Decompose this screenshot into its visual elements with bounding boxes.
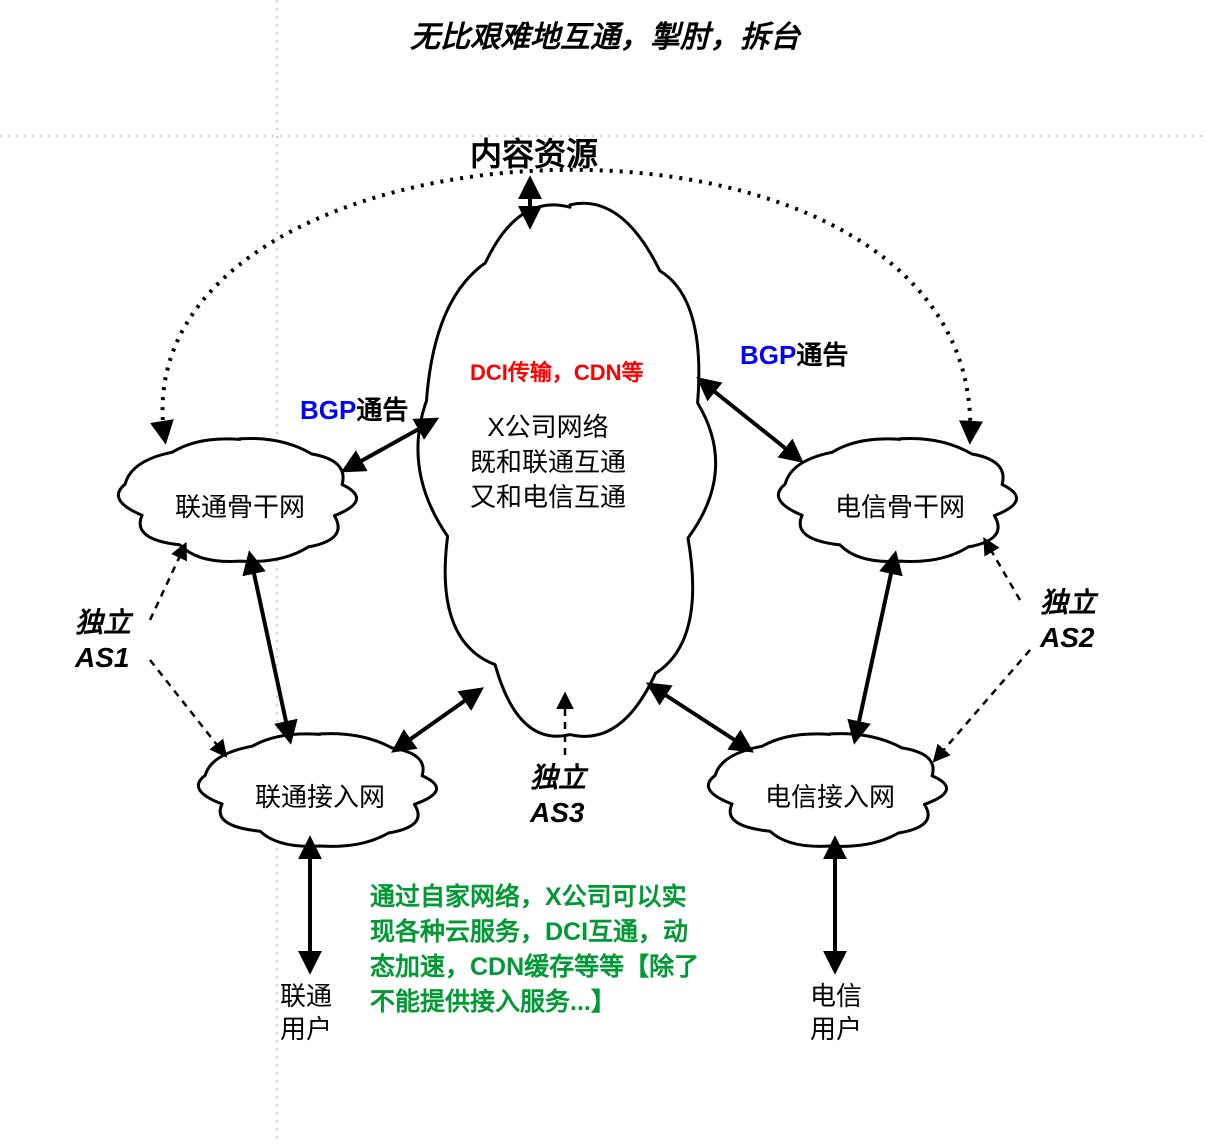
center-main-label: X公司网络 既和联通互通 又和电信互通 <box>470 410 626 515</box>
unicom-user-label: 联通 用户 <box>280 980 332 1045</box>
arrow-dashed <box>150 545 185 620</box>
arrow-solid <box>250 555 290 740</box>
as1-label: 独立 AS1 <box>75 605 131 675</box>
bgp-left-label: BGP通告 <box>300 395 408 426</box>
arrow-dashed <box>150 660 225 755</box>
arrow-dashed <box>985 540 1020 600</box>
green-note: 通过自家网络，X公司可以实 现各种云服务，DCI互通，动 态加速，CDN缓存等等… <box>370 880 699 1020</box>
title-label: 无比艰难地互通，掣肘，拆台 <box>410 20 800 56</box>
telecom-user-label: 电信 用户 <box>810 980 862 1045</box>
center-red-label: DCI传输，CDN等 <box>470 360 644 386</box>
content-resource-label: 内容资源 <box>470 135 598 173</box>
bgp-right-label: BGP通告 <box>740 340 848 371</box>
telecom-access-label: 电信接入网 <box>765 782 895 813</box>
arrow-solid <box>395 690 480 750</box>
unicom-backbone-label: 联通骨干网 <box>175 492 305 523</box>
as3-label: 独立 AS3 <box>530 760 586 830</box>
unicom-access-label: 联通接入网 <box>255 782 385 813</box>
diagram-canvas: 无比艰难地互通，掣肘，拆台内容资源 DCI传输，CDN等 X公司网络 既和联通互通 … <box>0 0 1206 1144</box>
arrow-dashed <box>935 650 1030 760</box>
arrow-solid <box>855 555 895 740</box>
as2-label: 独立 AS2 <box>1040 585 1096 655</box>
telecom-backbone-label: 电信骨干网 <box>835 492 965 523</box>
arrow-solid <box>650 685 750 750</box>
